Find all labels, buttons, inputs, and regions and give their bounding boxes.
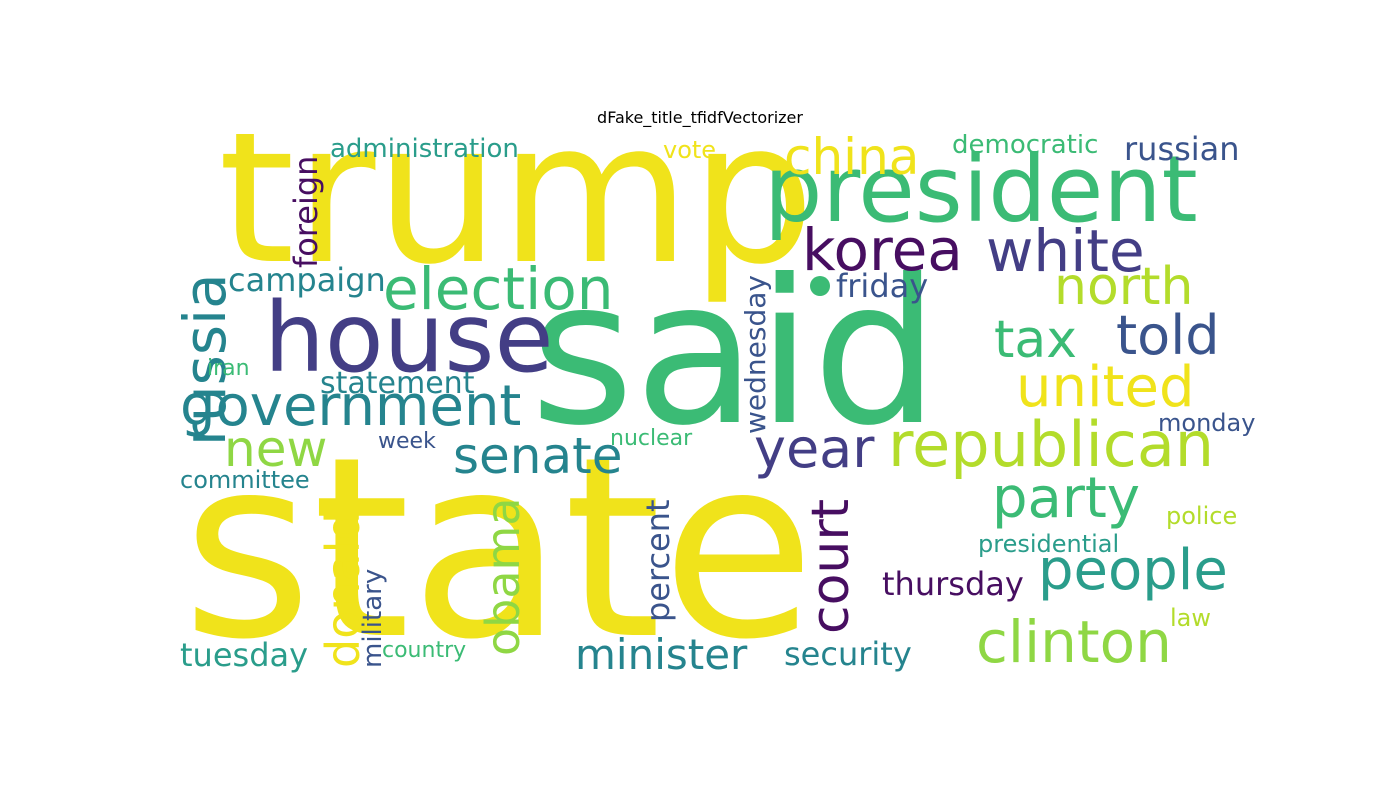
word-obama: obama — [476, 497, 530, 656]
word-state: state — [182, 403, 816, 675]
word-russian: russian — [1124, 134, 1240, 168]
word-foreign: foreign — [287, 155, 325, 268]
word-democratic: democratic — [952, 134, 1099, 160]
word-united: united — [1016, 355, 1195, 420]
word-monday: monday — [1158, 409, 1256, 437]
figure-title: dFake_title_tfidfVectorizer — [597, 108, 803, 127]
word-china: china — [784, 134, 920, 186]
word-people: people — [1038, 538, 1228, 603]
word-statement: statement — [320, 366, 475, 401]
word-iran: iran — [207, 356, 250, 381]
word-minister: minister — [575, 630, 748, 676]
word-vote: vote — [663, 136, 717, 164]
word-president: president — [764, 136, 1198, 243]
word-law: law — [1170, 604, 1212, 632]
word-friday: friday — [836, 267, 929, 305]
word-senate: senate — [453, 427, 623, 485]
word-north: north — [1054, 257, 1194, 317]
word-election: election — [383, 255, 614, 323]
word-tax: tax — [994, 310, 1078, 370]
word-presidential: presidential — [978, 530, 1120, 558]
word-clinton: clinton — [976, 608, 1172, 675]
word-security: security — [784, 635, 912, 673]
word-new: new — [224, 420, 328, 478]
word-administration: administration — [330, 134, 519, 164]
word-trump: trump — [218, 134, 815, 308]
word-country: country — [382, 638, 467, 663]
word-nuclear: nuclear — [610, 426, 693, 451]
word-house: house — [264, 282, 554, 394]
word-white: white — [986, 217, 1145, 285]
word-cloud: state said trump president house korea w… — [180, 134, 1259, 675]
word-told: told — [1116, 304, 1220, 367]
word-committee: committee — [180, 466, 310, 494]
word-year: year — [754, 417, 875, 480]
word-party: party — [992, 466, 1140, 531]
word-said: said — [530, 237, 940, 470]
word-thursday: thursday — [882, 565, 1024, 603]
dot-mark — [810, 276, 830, 296]
word-court: court — [801, 498, 861, 634]
word-republican: republican — [888, 408, 1215, 481]
word-police: police — [1166, 502, 1238, 530]
word-wednesday: wednesday — [739, 275, 772, 434]
word-week: week — [378, 429, 436, 454]
word-korea: korea — [802, 216, 963, 284]
word-percent: percent — [639, 499, 677, 622]
word-campaign: campaign — [228, 261, 386, 299]
word-government: government — [180, 374, 522, 439]
word-tuesday: tuesday — [180, 636, 309, 674]
